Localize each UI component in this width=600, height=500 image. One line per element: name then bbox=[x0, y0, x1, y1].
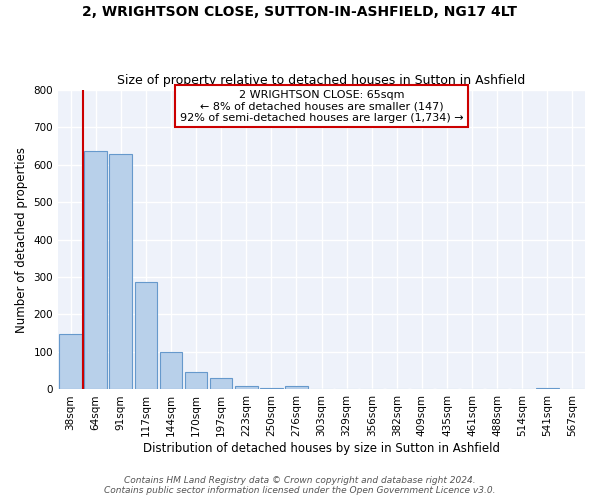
Bar bbox=[185, 372, 208, 390]
Bar bbox=[260, 388, 283, 390]
Bar bbox=[210, 378, 232, 390]
Bar bbox=[85, 152, 107, 390]
Bar bbox=[59, 334, 82, 390]
Text: Contains HM Land Registry data © Crown copyright and database right 2024.
Contai: Contains HM Land Registry data © Crown c… bbox=[104, 476, 496, 495]
Y-axis label: Number of detached properties: Number of detached properties bbox=[15, 146, 28, 332]
Bar bbox=[160, 352, 182, 390]
Bar bbox=[235, 386, 257, 390]
Title: Size of property relative to detached houses in Sutton in Ashfield: Size of property relative to detached ho… bbox=[118, 74, 526, 87]
Bar bbox=[536, 388, 559, 390]
Bar bbox=[134, 282, 157, 390]
Bar bbox=[285, 386, 308, 390]
Text: 2 WRIGHTSON CLOSE: 65sqm
← 8% of detached houses are smaller (147)
92% of semi-d: 2 WRIGHTSON CLOSE: 65sqm ← 8% of detache… bbox=[180, 90, 463, 123]
X-axis label: Distribution of detached houses by size in Sutton in Ashfield: Distribution of detached houses by size … bbox=[143, 442, 500, 455]
Bar bbox=[109, 154, 132, 390]
Text: 2, WRIGHTSON CLOSE, SUTTON-IN-ASHFIELD, NG17 4LT: 2, WRIGHTSON CLOSE, SUTTON-IN-ASHFIELD, … bbox=[83, 5, 517, 19]
